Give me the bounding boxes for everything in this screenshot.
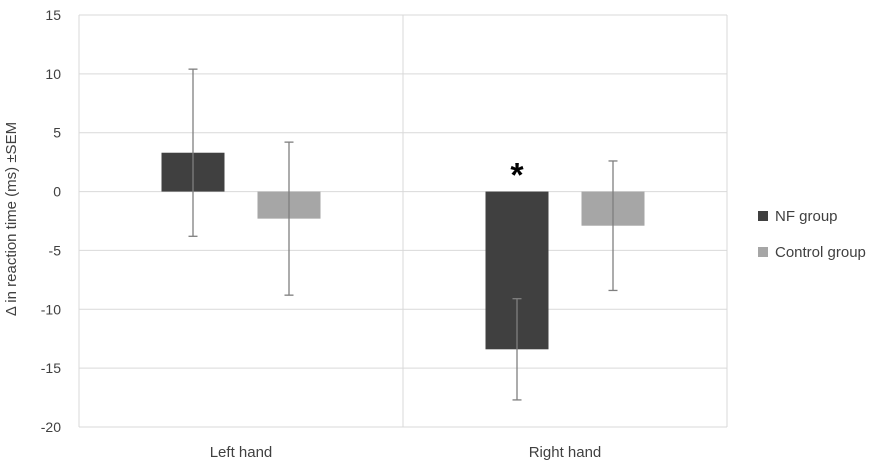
legend-label: NF group [775,208,838,225]
y-tick-label: 0 [53,184,61,200]
y-axis-ticks: 15 10 5 0 -5 -10 -15 -20 [41,7,61,435]
legend: NF group Control group [758,208,866,261]
x-category-label: Left hand [210,444,273,461]
y-tick-label: -20 [41,419,61,435]
annotations: * [510,157,524,195]
x-axis-categories: Left hand Right hand [210,444,602,461]
error-bars [188,68,618,401]
y-tick-label: 5 [53,125,61,141]
y-axis-title: Δ in reaction time (ms) ±SEM [3,122,20,316]
legend-label: Control group [775,244,866,261]
x-category-label: Right hand [529,444,602,461]
y-tick-label: -15 [41,360,61,376]
significance-asterisk: * [510,157,524,195]
y-tick-label: -10 [41,301,61,317]
y-tick-label: 15 [45,7,61,23]
y-tick-label: -5 [49,242,62,258]
legend-swatch [758,247,768,257]
legend-swatch [758,211,768,221]
y-tick-label: 10 [45,66,61,82]
